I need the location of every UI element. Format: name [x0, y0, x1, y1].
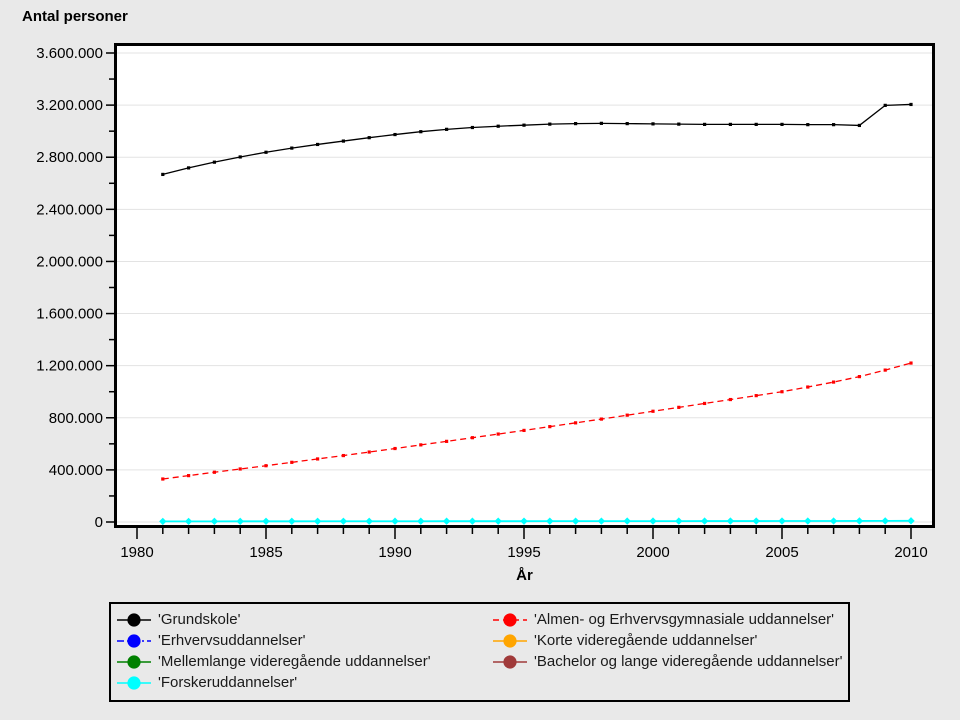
legend-marker-icon [493, 654, 527, 669]
legend-label: 'Bachelor og lange videregående uddannel… [534, 653, 843, 670]
x-axis-labels: 1980 1985 1990 1995 2000 2005 2010 [120, 544, 927, 561]
legend-label: 'Korte videregående uddannelser' [534, 632, 758, 649]
x-tick-label: 2000 [636, 544, 669, 561]
series-line-forskeruddannelser [162, 519, 912, 523]
legend-item: 'Bachelor og lange videregående uddannel… [493, 651, 842, 672]
legend-item: 'Mellemlange videregående uddannelser' [117, 651, 493, 672]
legend-label: 'Grundskole' [158, 611, 241, 628]
y-tick-label: 2.400.000 [36, 201, 103, 218]
legend-label: 'Almen- og Erhvervsgymnasiale uddannelse… [534, 611, 835, 628]
legend-item: 'Korte videregående uddannelser' [493, 630, 842, 651]
legend-column-left: 'Grundskole' 'Erhvervsuddannelser' 'Mellem… [117, 609, 493, 695]
legend-marker-icon [117, 633, 151, 648]
legend-marker-icon [493, 633, 527, 648]
x-tick-label: 1995 [507, 544, 540, 561]
series-line-grundskole [162, 103, 912, 176]
legend-marker-icon [117, 675, 151, 690]
x-axis-ticks [136, 528, 912, 539]
legend-marker-icon [117, 612, 151, 627]
x-tick-label: 1980 [120, 544, 153, 561]
legend-label: 'Erhvervsuddannelser' [158, 632, 306, 649]
y-axis-labels: 0 400.000 800.000 1.200.000 1.600.000 2.000.0… [36, 45, 103, 531]
x-tick-label: 2005 [765, 544, 798, 561]
legend-marker-icon [493, 612, 527, 627]
legend-item: 'Forskeruddannelser' [117, 672, 493, 693]
plot-background [115, 44, 934, 527]
y-tick-label: 1.200.000 [36, 358, 103, 375]
chart-svg: 0 400.000 800.000 1.200.000 1.600.000 2.000.0… [36, 43, 935, 561]
legend-item: 'Almen- og Erhvervsgymnasiale uddannelse… [493, 609, 842, 630]
legend-item: 'Erhvervsuddannelser' [117, 630, 493, 651]
y-tick-label: 3.200.000 [36, 97, 103, 114]
legend-item: 'Grundskole' [117, 609, 493, 630]
legend-label: 'Forskeruddannelser' [158, 674, 298, 691]
chart-title: Antal personer [22, 8, 128, 25]
y-tick-label: 2.800.000 [36, 149, 103, 166]
legend-column-right: 'Almen- og Erhvervsgymnasiale uddannelse… [493, 609, 842, 695]
y-tick-label: 0 [95, 514, 103, 531]
x-tick-label: 1990 [378, 544, 411, 561]
series-line-almen-og-erhvervsgymnasiale-uddannelser [162, 362, 912, 480]
x-tick-label: 2010 [894, 544, 927, 561]
y-tick-label: 1.600.000 [36, 306, 103, 323]
y-axis-ticks [106, 52, 114, 523]
plot-frame [114, 43, 935, 528]
x-axis-title: År [516, 567, 533, 584]
y-tick-label: 2.000.000 [36, 253, 103, 270]
y-tick-label: 400.000 [49, 462, 103, 479]
y-tick-label: 800.000 [49, 410, 103, 427]
x-tick-label: 1985 [249, 544, 282, 561]
legend-label: 'Mellemlange videregående uddannelser' [158, 653, 431, 670]
legend-marker-icon [117, 654, 151, 669]
legend-box: 'Grundskole' 'Erhvervsuddannelser' 'Mellem… [109, 602, 850, 702]
y-tick-label: 3.600.000 [36, 45, 103, 62]
